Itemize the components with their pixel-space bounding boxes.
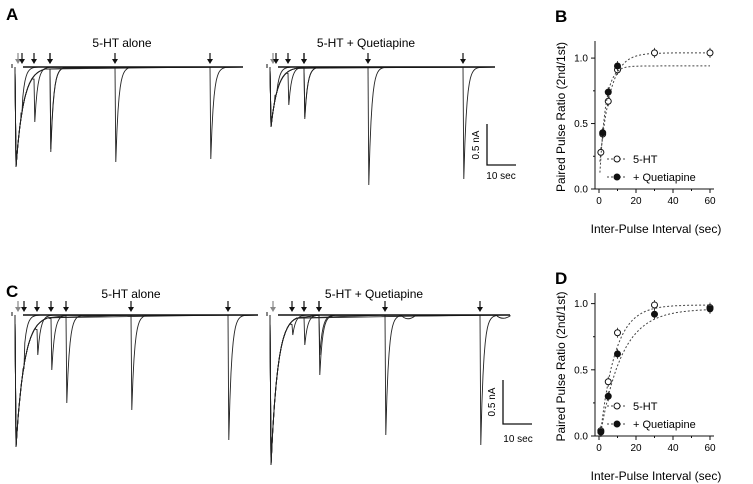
- y-tick-label: 1.0: [574, 299, 588, 310]
- scale-bar-a: 0.5 nA 10 sec: [471, 124, 516, 182]
- trace-title-c-left: 5-HT alone: [101, 287, 160, 301]
- data-point: [614, 62, 621, 70]
- chart-d: Paired Pulse Ratio (2nd/1st) Inter-Pulse…: [554, 291, 721, 483]
- data-point: [604, 378, 612, 386]
- data-point: [614, 329, 621, 337]
- y-tick-label: 0.0: [574, 185, 588, 196]
- legend-marker: [613, 155, 621, 163]
- current-sweep: [14, 66, 244, 168]
- current-sweep: [14, 314, 259, 448]
- legend-label: + Quetiapine: [633, 172, 696, 184]
- stim-arrow: [225, 301, 231, 312]
- legend-label: + Quetiapine: [633, 419, 696, 431]
- legend-label: 5-HT: [633, 401, 658, 413]
- current-sweep: [269, 314, 511, 466]
- stim-arrow: [273, 53, 279, 64]
- y-tick-label: 0.5: [574, 365, 588, 376]
- panel-letter-d: D: [555, 269, 567, 288]
- scale-bar-c-x-label: 10 sec: [503, 434, 532, 445]
- stim-arrow: [47, 53, 53, 64]
- current-sweep: [14, 66, 244, 168]
- fit-curve: [599, 309, 711, 437]
- current-sweep: [14, 66, 244, 168]
- stim-arrow: [21, 301, 27, 312]
- current-sweep: [269, 66, 496, 180]
- fit-curve: [599, 65, 710, 173]
- legend-label: 5-HT: [633, 154, 658, 166]
- stim-arrow: [15, 301, 21, 312]
- trace-title-a-right: 5-HT + Quetiapine: [317, 36, 415, 50]
- x-tick-label: 20: [630, 196, 642, 207]
- stim-arrow: [382, 301, 388, 312]
- panel-letter-c: C: [6, 282, 18, 301]
- stim-arrow: [34, 301, 40, 312]
- y-tick-label: 1.0: [574, 54, 588, 65]
- chart-b: Paired Pulse Ratio (2nd/1st) Inter-Pulse…: [554, 41, 721, 236]
- stim-arrow: [207, 53, 213, 64]
- data-point: [706, 305, 714, 313]
- stim-arrow: [19, 53, 25, 64]
- trace-title-c-right: 5-HT + Quetiapine: [325, 287, 423, 301]
- stim-arrow: [112, 53, 118, 64]
- current-sweep: [14, 66, 244, 168]
- x-tick-label: 40: [667, 196, 679, 207]
- fit-curve: [599, 304, 710, 437]
- chart-d-y-axis-label: Paired Pulse Ratio (2nd/1st): [554, 291, 568, 441]
- chart-b-x-axis-label: Inter-Pulse Interval (sec): [591, 222, 722, 236]
- current-sweep: [269, 66, 496, 186]
- data-point: [597, 428, 605, 436]
- stim-arrow: [289, 301, 295, 312]
- current-sweep: [14, 66, 244, 168]
- stim-arrow: [48, 301, 54, 312]
- data-point: [604, 88, 612, 96]
- stim-arrow: [316, 301, 322, 312]
- x-tick-label: 60: [704, 196, 716, 207]
- current-sweep: [269, 66, 496, 128]
- scale-bar-c: 0.5 nA 10 sec: [487, 380, 533, 445]
- data-point: [651, 310, 658, 318]
- data-point: [651, 49, 658, 57]
- y-tick-label: 0.5: [574, 119, 588, 130]
- stim-arrow: [460, 53, 466, 64]
- legend-marker: [613, 402, 621, 410]
- stim-arrow: [31, 53, 37, 64]
- stim-arrow: [365, 53, 371, 64]
- stim-arrow: [15, 53, 21, 64]
- data-point: [706, 49, 714, 57]
- stim-arrow: [270, 301, 276, 312]
- trace-title-a-left: 5-HT alone: [92, 36, 151, 50]
- current-sweep: [14, 66, 244, 168]
- x-tick-label: 40: [667, 443, 679, 454]
- chart-d-x-axis-label: Inter-Pulse Interval (sec): [591, 469, 722, 483]
- scale-bar-a-y-label: 0.5 nA: [471, 130, 482, 159]
- stim-arrow: [301, 53, 307, 64]
- x-tick-label: 60: [704, 443, 716, 454]
- data-point: [604, 392, 612, 400]
- data-point: [599, 129, 607, 137]
- legend-marker: [613, 173, 621, 181]
- scale-bar-c-y-label: 0.5 nA: [487, 387, 498, 416]
- data-point: [651, 301, 658, 309]
- x-tick-label: 0: [596, 443, 602, 454]
- panel-letter-b: B: [555, 7, 567, 26]
- data-point: [614, 350, 621, 358]
- trace-group-c-right: [266, 301, 511, 466]
- stim-arrow: [63, 301, 69, 312]
- chart-b-y-axis-label: Paired Pulse Ratio (2nd/1st): [554, 42, 568, 192]
- scale-bar-a-x-label: 10 sec: [486, 171, 515, 182]
- trace-group-c-left: [11, 301, 259, 448]
- legend-marker: [613, 420, 621, 428]
- stim-arrow: [285, 53, 291, 64]
- y-tick-label: 0.0: [574, 432, 588, 443]
- stim-arrow: [301, 301, 307, 312]
- stim-arrow: [128, 301, 134, 312]
- trace-group-a-left: [11, 53, 244, 168]
- trace-group-a-right: [266, 53, 496, 186]
- stim-arrow: [477, 301, 483, 312]
- x-tick-label: 0: [596, 196, 602, 207]
- x-tick-label: 20: [630, 443, 642, 454]
- panel-letter-a: A: [6, 5, 18, 24]
